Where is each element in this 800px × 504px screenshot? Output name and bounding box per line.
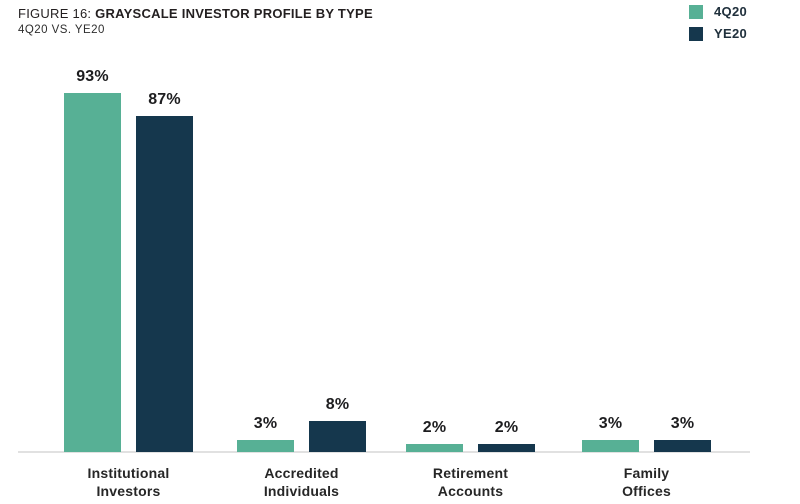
legend-swatch-4q20 bbox=[689, 4, 703, 19]
bar-ye20-accredited-individuals bbox=[309, 421, 366, 452]
bar-ye20-retirement-accounts bbox=[478, 444, 535, 452]
value-label-4q20-institutional-investors: 93% bbox=[76, 68, 109, 85]
figure-subtitle: 4Q20 VS. YE20 bbox=[18, 24, 105, 36]
value-label-ye20-family-offices: 3% bbox=[670, 415, 695, 432]
category-label-accredited-individuals: Accredited Individuals bbox=[263, 465, 340, 500]
bar-4q20-accredited-individuals bbox=[237, 440, 294, 452]
value-label-4q20-accredited-individuals: 3% bbox=[253, 415, 278, 432]
x-axis-line bbox=[18, 451, 750, 453]
value-label-ye20-institutional-investors: 87% bbox=[148, 91, 181, 108]
bar-4q20-institutional-investors bbox=[64, 93, 121, 452]
category-label-institutional-investors: Institutional Investors bbox=[87, 465, 170, 500]
bar-4q20-retirement-accounts bbox=[406, 444, 463, 452]
figure-title: FIGURE 16: GRAYSCALE INVESTOR PROFILE BY… bbox=[18, 6, 373, 21]
value-label-4q20-retirement-accounts: 2% bbox=[422, 419, 447, 436]
legend-swatch-ye20 bbox=[689, 26, 703, 41]
bar-ye20-family-offices bbox=[654, 440, 711, 452]
figure-title-text: GRAYSCALE INVESTOR PROFILE BY TYPE bbox=[95, 6, 373, 21]
value-label-ye20-retirement-accounts: 2% bbox=[494, 419, 519, 436]
legend: 4Q20 YE20 bbox=[689, 4, 747, 48]
value-label-4q20-family-offices: 3% bbox=[598, 415, 623, 432]
value-label-ye20-accredited-individuals: 8% bbox=[325, 396, 350, 413]
category-label-family-offices: Family Offices bbox=[622, 465, 671, 500]
legend-item-4q20: 4Q20 bbox=[689, 4, 747, 19]
figure-number: FIGURE 16: bbox=[18, 6, 96, 21]
bar-ye20-institutional-investors bbox=[136, 116, 193, 452]
category-label-retirement-accounts: Retirement Accounts bbox=[432, 465, 509, 500]
legend-label-ye20: YE20 bbox=[714, 26, 748, 41]
bar-4q20-family-offices bbox=[582, 440, 639, 452]
legend-item-ye20: YE20 bbox=[689, 26, 747, 41]
legend-label-4q20: 4Q20 bbox=[714, 4, 748, 19]
